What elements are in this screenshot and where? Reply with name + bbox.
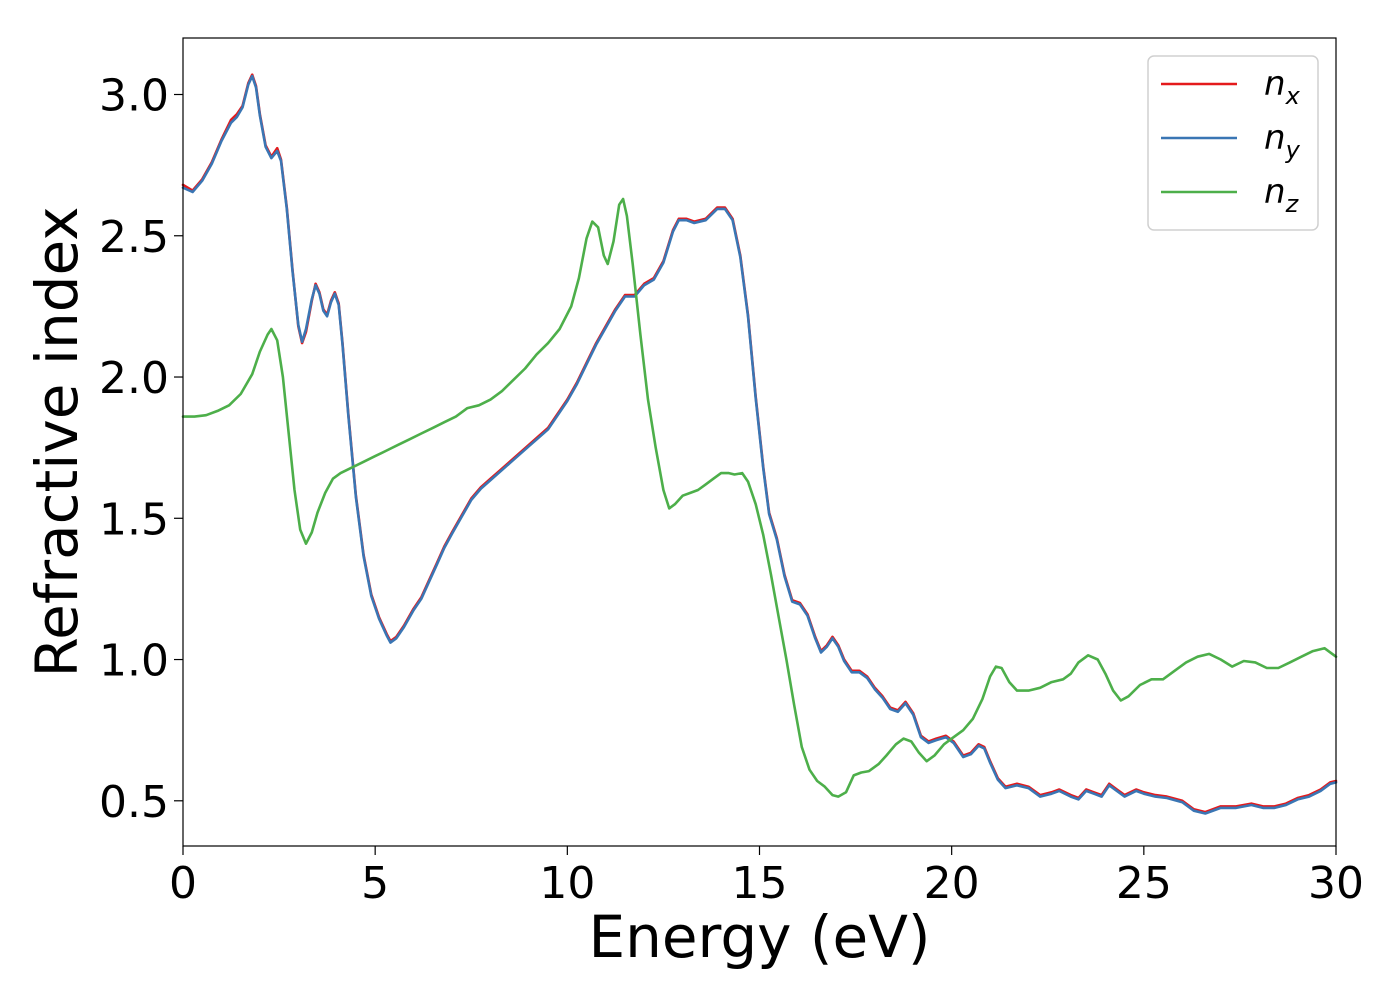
y-tick-label: 2.5 (99, 212, 169, 263)
series-line-ny (181, 74, 1338, 815)
x-axis-ticks: 0 5 10 15 20 25 30 (169, 846, 1364, 909)
x-tick-label: 30 (1308, 858, 1364, 909)
legend: nx ny nz (1147, 55, 1319, 231)
x-axis-title: Energy (eV) (588, 903, 930, 971)
x-tick-label: 15 (732, 858, 788, 909)
legend-label-ny: ny (1264, 118, 1301, 164)
legend-label-nz: nz (1264, 172, 1300, 218)
y-axis-title: Refractive index (23, 206, 91, 677)
legend-label-nx: nx (1264, 64, 1301, 110)
y-tick-label: 3.0 (99, 71, 169, 122)
x-tick-label: 0 (169, 858, 197, 909)
legend-box (1147, 55, 1319, 231)
y-tick-label: 1.0 (99, 636, 169, 687)
y-axis-ticks: 0.5 1.0 1.5 2.0 2.5 3.0 (99, 71, 183, 828)
y-tick-label: 2.0 (99, 353, 169, 404)
x-tick-label: 20 (924, 858, 980, 909)
x-tick-label: 10 (539, 858, 595, 909)
series-layer (181, 73, 1338, 815)
y-tick-label: 0.5 (99, 777, 169, 828)
x-tick-label: 25 (1116, 858, 1172, 909)
series-line-nz (181, 197, 1338, 798)
y-tick-label: 1.5 (99, 494, 169, 545)
x-tick-label: 5 (361, 858, 389, 909)
